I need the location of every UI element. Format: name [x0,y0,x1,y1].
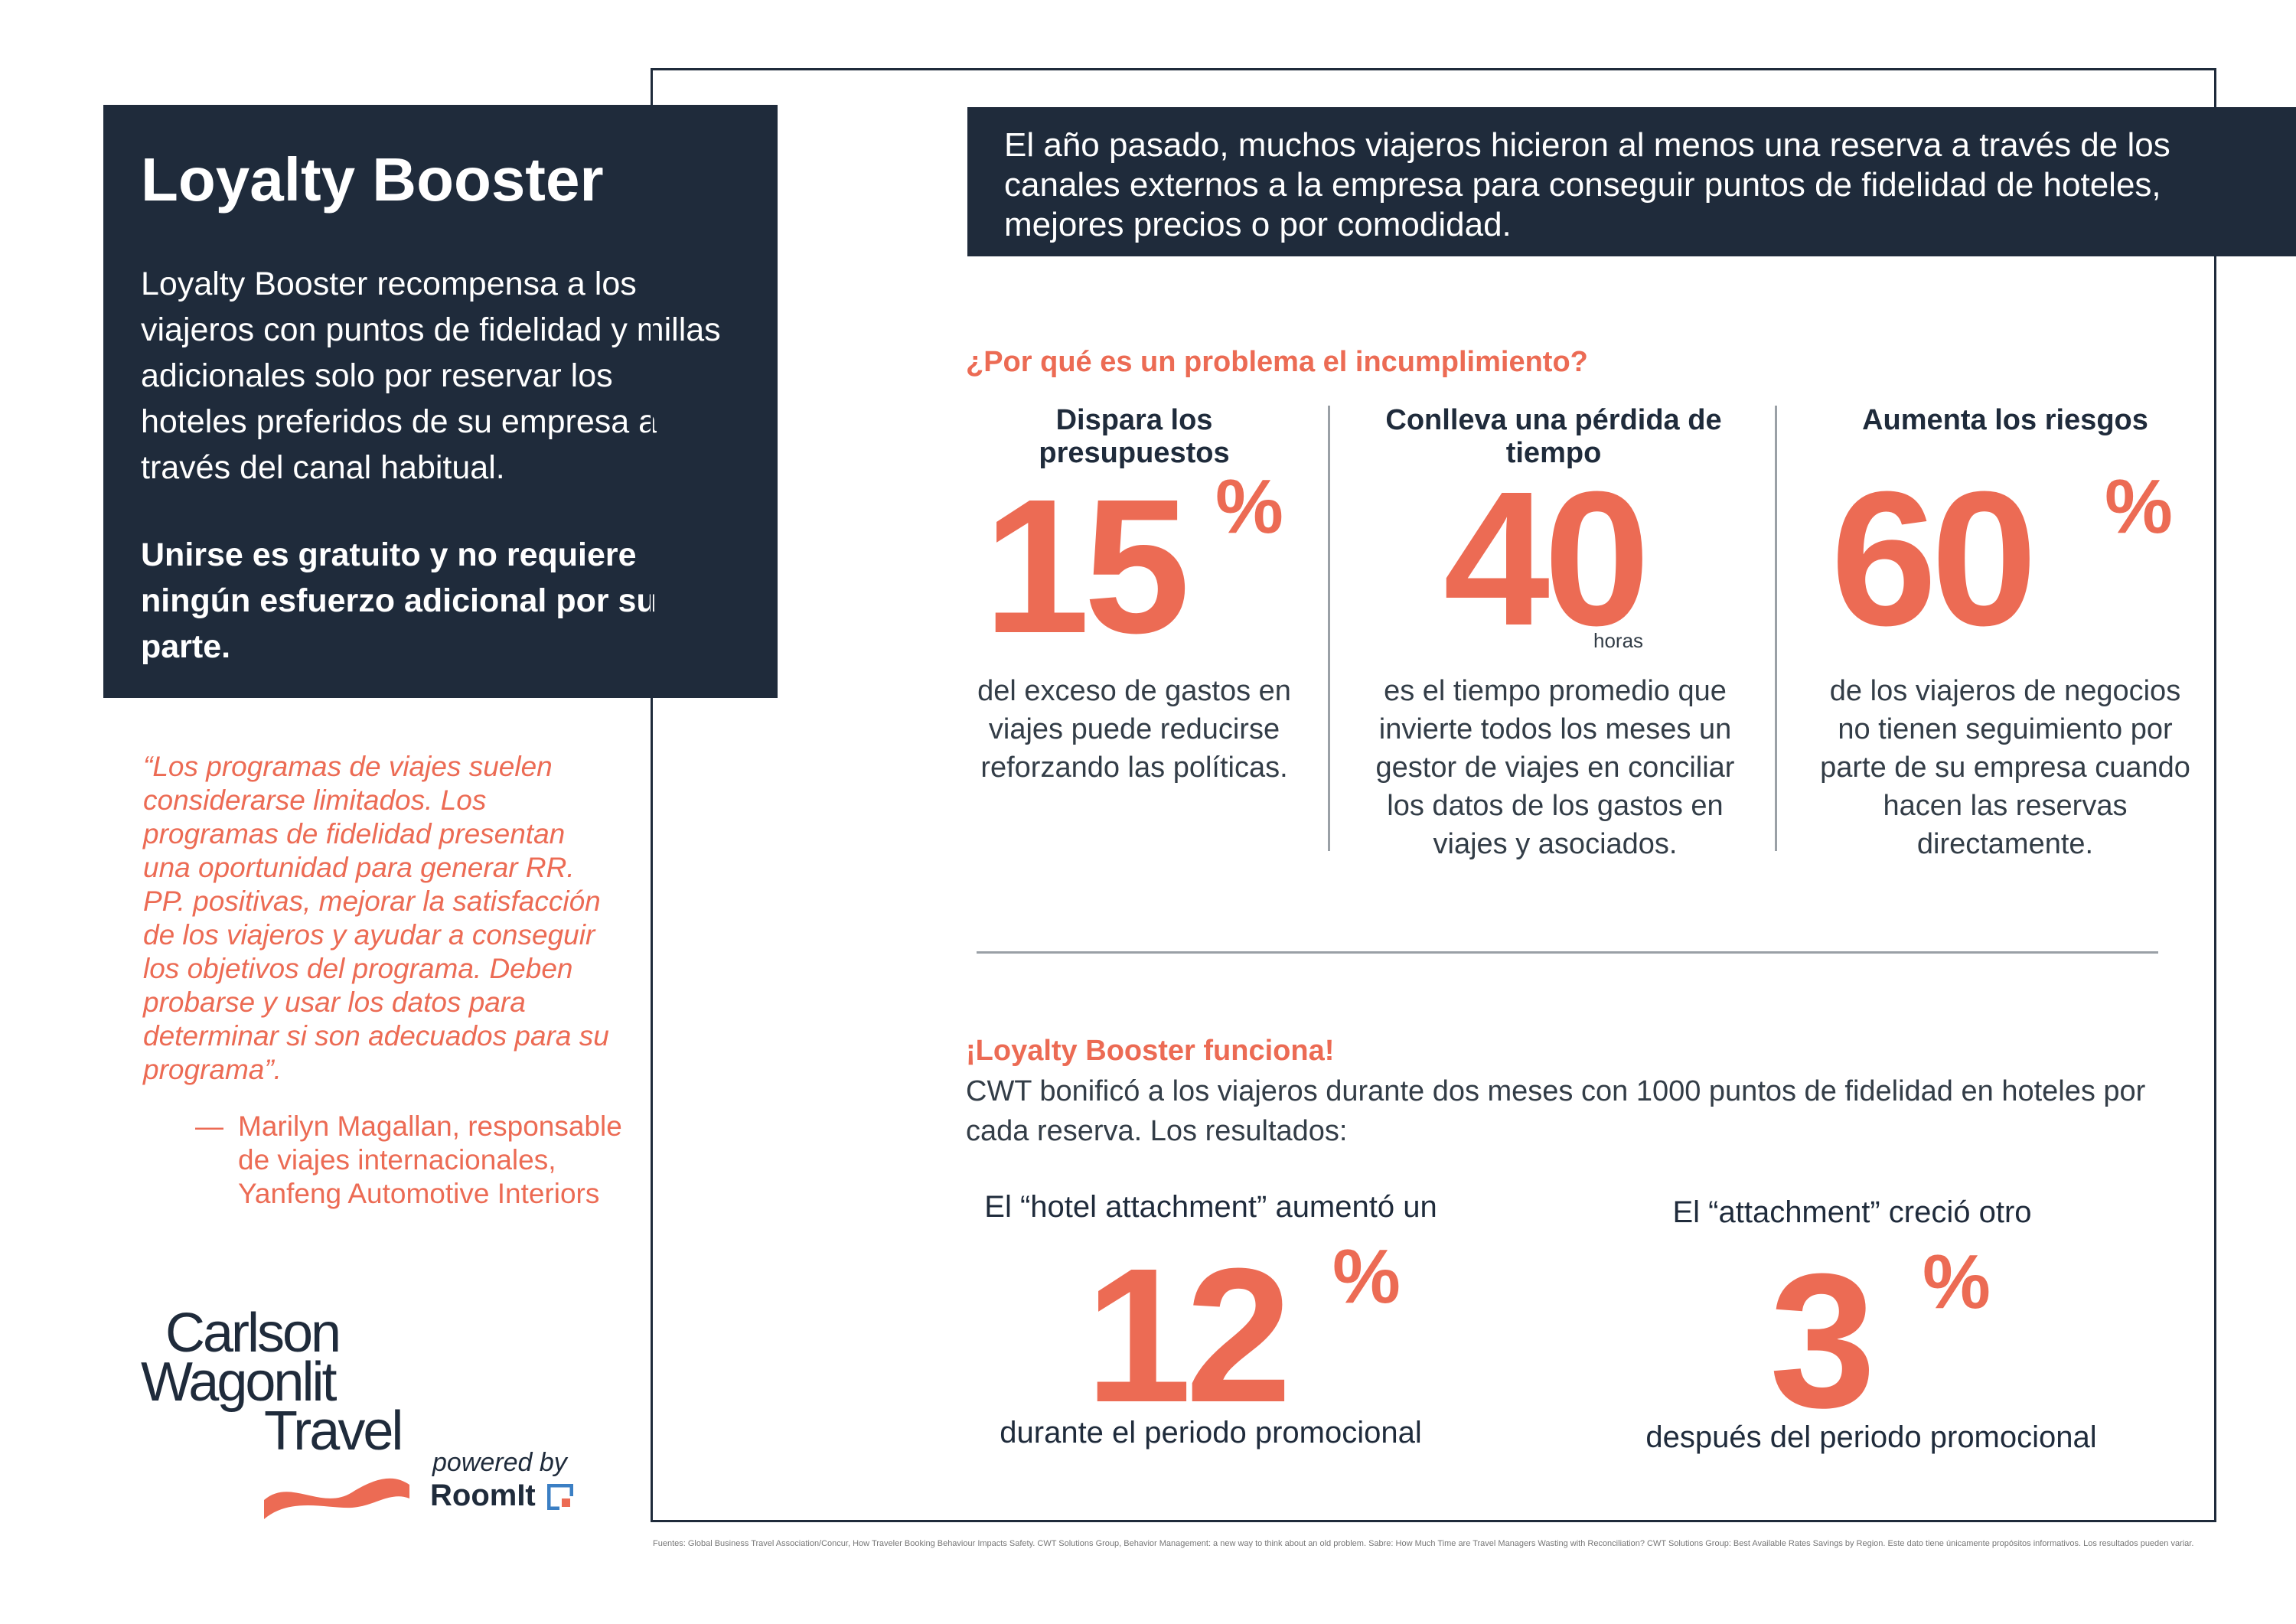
result-number-3: 3 [1769,1234,1876,1447]
result-unit-percent: % [1923,1239,1991,1325]
quote-dash: — [195,1110,223,1142]
result-sub-during: durante el periodo promocional [1000,1416,1422,1450]
logo-line-2: Wagonlit [141,1352,337,1413]
result-label-hotel-attachment: El “hotel attachment” aumentó un [984,1190,1437,1224]
intro-panel: Loyalty Booster Loyalty Booster recompen… [103,105,778,698]
stat-description-risk: de los viajeros de negocios no tienen se… [1820,675,2190,860]
section-divider [977,951,2158,954]
column-title-risk: Aumenta los riesgos [1862,404,2148,436]
column-divider [1328,406,1330,851]
logo-line-1: Carlson [165,1303,341,1364]
result-number-12: 12 [1085,1228,1292,1442]
cwt-wave-icon [264,1478,409,1519]
powered-by-label: powered by [432,1448,567,1477]
stat-number-15: 15 [983,459,1190,673]
result-label-attachment: El “attachment” creció otro [1672,1195,2032,1229]
results-heading: ¡Loyalty Booster funciona! [966,1035,1335,1067]
page-title: Loyalty Booster [141,145,604,214]
content-frame [651,68,2216,1522]
stat-number-40: 40 [1443,452,1650,665]
stat-description-budget: del exceso de gastos en viajes puede red… [977,675,1291,784]
cwt-logo: Carlson Wagonlit Travel [138,1303,413,1462]
result-unit-percent: % [1332,1234,1401,1319]
column-divider [1775,406,1777,851]
stat-unit-percent: % [2105,464,2173,549]
problem-heading: ¿Por qué es un problema el incumplimient… [966,346,1588,378]
stat-number-60: 60 [1831,452,2037,665]
column-title-time: Conlleva una pérdida de tiempo [1385,404,1722,469]
roomit-logo: RoomIt [430,1479,573,1513]
result-sub-after: después del periodo promocional [1645,1420,2097,1454]
logo-line-3: Travel [264,1401,403,1462]
sources-footnote: Fuentes: Global Business Travel Associat… [653,1539,2194,1548]
stat-unit-percent: % [1215,464,1283,549]
stat-unit-hours: horas [1593,629,1644,652]
intro-bold-text: Unirse es gratuito y no requiere ningún … [141,536,657,665]
testimonial-quote: “Los programas de viajes suelen consider… [143,751,609,1085]
roomit-icon [546,1484,573,1511]
author-name: Marilyn Magallan, responsable de viajes … [238,1110,622,1209]
stat-description-time: es el tiempo promedio que invierte todos… [1375,675,1735,860]
column-title-budget: Dispara los presupuestos [1039,404,1230,469]
intro-text: Loyalty Booster recompensa a los viajero… [141,266,721,486]
testimonial-author: — Marilyn Magallan, responsable de viaje… [195,1110,624,1211]
results-intro: CWT bonificó a los viajeros durante dos … [966,1075,2146,1147]
summary-banner: El año pasado, muchos viajeros hicieron … [967,107,2296,256]
roomit-logo-text: RoomIt [430,1479,536,1512]
